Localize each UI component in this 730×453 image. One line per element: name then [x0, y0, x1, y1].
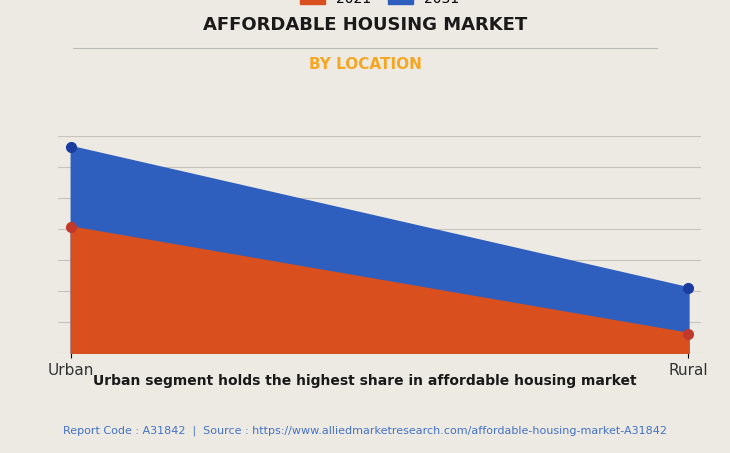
Text: BY LOCATION: BY LOCATION [309, 57, 421, 72]
Text: Urban segment holds the highest share in affordable housing market: Urban segment holds the highest share in… [93, 374, 637, 388]
Text: AFFORDABLE HOUSING MARKET: AFFORDABLE HOUSING MARKET [203, 16, 527, 34]
Legend: 2021, 2031: 2021, 2031 [294, 0, 465, 11]
Text: Report Code : A31842  |  Source : https://www.alliedmarketresearch.com/affordabl: Report Code : A31842 | Source : https://… [63, 426, 667, 436]
